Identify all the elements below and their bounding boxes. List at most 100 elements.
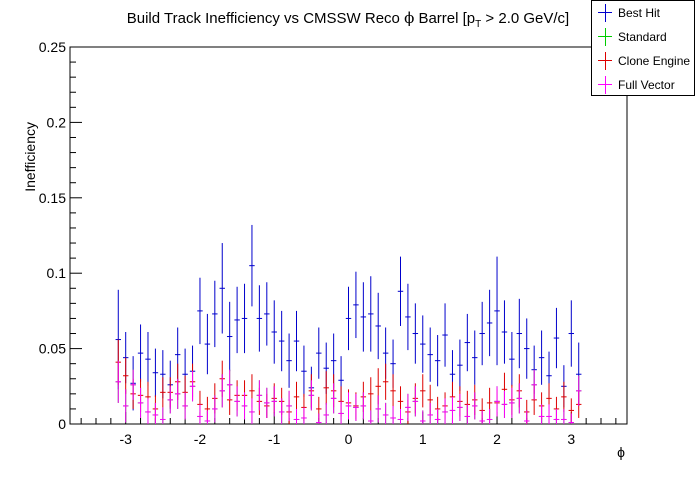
x-tick-label: 1	[419, 431, 427, 447]
legend-label: Standard	[618, 30, 667, 44]
data-point-best-hit	[293, 310, 300, 372]
data-point-full-vector	[553, 408, 560, 424]
data-point-full-vector	[353, 393, 359, 421]
data-point-full-vector	[197, 404, 203, 424]
data-point-best-hit	[457, 339, 463, 391]
data-point-full-vector	[189, 371, 196, 402]
legend-marker-icon	[598, 49, 612, 73]
x-tick-label: 0	[345, 431, 353, 447]
axes: 0 0.05 0.1 0.15 0.2 0.25 -3 -2 -1 0 1 2 3	[39, 39, 617, 447]
data-point-full-vector	[531, 369, 537, 400]
data-point-best-hit	[145, 332, 151, 387]
data-point-best-hit	[204, 313, 211, 375]
data-point-full-vector	[546, 404, 552, 424]
data-point-best-hit	[368, 276, 374, 352]
data-point-full-vector	[241, 392, 248, 420]
y-tick-label: 0.05	[39, 341, 66, 357]
x-axis-label: ϕ	[617, 444, 625, 460]
data-point-full-vector	[293, 408, 300, 424]
data-point-full-vector	[494, 386, 500, 417]
data-point-best-hit	[479, 301, 485, 366]
x-tick-label: 3	[567, 431, 575, 447]
data-point-best-hit	[345, 286, 352, 351]
data-point-best-hit	[472, 330, 478, 385]
data-point-best-hit	[420, 315, 426, 373]
data-point-full-vector	[301, 407, 307, 424]
plot-frame	[69, 46, 628, 425]
data-point-full-vector	[382, 402, 389, 424]
data-point-full-vector	[442, 398, 448, 424]
data-point-best-hit	[434, 335, 441, 387]
data-point-best-hit	[271, 300, 277, 364]
data-point-best-hit	[286, 333, 292, 388]
data-point-best-hit	[442, 303, 448, 367]
data-point-clone-engine	[420, 374, 426, 408]
data-point-full-vector	[219, 374, 225, 408]
legend-label: Best Hit	[618, 6, 661, 20]
data-point-full-vector	[405, 393, 411, 421]
data-point-full-vector	[330, 383, 337, 414]
legend-marker-icon	[598, 73, 612, 97]
data-point-full-vector	[412, 386, 419, 417]
data-point-full-vector	[516, 383, 523, 414]
legend-label: Full Vector	[618, 78, 675, 92]
data-point-clone-engine	[160, 377, 166, 408]
y-tick-label: 0.25	[39, 39, 66, 55]
data-point-full-vector	[576, 375, 582, 406]
data-point-full-vector	[204, 410, 211, 424]
data-point-best-hit	[397, 256, 404, 326]
data-point-clone-engine	[390, 374, 396, 408]
data-point-clone-engine	[561, 381, 567, 412]
data-point-full-vector	[338, 401, 344, 424]
data-point-best-hit	[516, 298, 523, 369]
data-point-full-vector	[568, 413, 575, 424]
data-point-best-hit	[278, 310, 285, 372]
data-point-best-hit	[137, 324, 144, 382]
legend-item-full-vector: Full Vector	[592, 73, 696, 97]
data-point-full-vector	[486, 408, 493, 424]
data-point-clone-engine	[293, 381, 300, 412]
data-point-best-hit	[494, 256, 500, 366]
data-point-best-hit	[375, 292, 381, 360]
data-point-best-hit	[553, 307, 560, 369]
data-point-best-hit	[152, 348, 159, 397]
data-point-full-vector	[174, 378, 181, 409]
data-point-full-vector	[323, 402, 329, 424]
legend-item-best-hit: Best Hit	[592, 1, 696, 25]
data-point-best-hit	[212, 280, 218, 348]
data-point-full-vector	[212, 395, 218, 423]
data-point-full-vector	[457, 393, 463, 421]
x-tick-label: 2	[493, 431, 501, 447]
data-point-best-hit	[538, 330, 545, 385]
data-point-full-vector	[182, 392, 188, 420]
data-point-full-vector	[479, 410, 485, 424]
data-point-full-vector	[397, 408, 404, 424]
data-point-clone-engine	[368, 377, 374, 411]
x-tick-label: -1	[268, 431, 281, 447]
data-point-full-vector	[271, 386, 277, 417]
data-point-full-vector	[256, 380, 263, 411]
data-point-full-vector	[278, 398, 285, 424]
data-point-best-hit	[316, 327, 322, 379]
data-point-full-vector	[308, 380, 315, 411]
data-point-full-vector	[509, 387, 515, 418]
data-point-best-hit	[501, 300, 508, 364]
data-point-best-hit	[249, 224, 255, 307]
legend-label: Clone Engine	[618, 54, 691, 68]
data-point-full-vector	[249, 398, 255, 424]
data-point-full-vector	[538, 404, 545, 424]
x-tick-label: -2	[194, 431, 207, 447]
data-point-full-vector	[145, 398, 151, 424]
data-point-full-vector	[524, 410, 530, 424]
y-tick-label: 0.2	[47, 114, 67, 130]
data-point-best-hit	[405, 283, 411, 351]
data-point-full-vector	[360, 392, 367, 420]
y-tick-label: 0.15	[39, 190, 66, 206]
data-point-full-vector	[122, 389, 129, 423]
data-point-full-vector	[130, 369, 136, 400]
legend-item-clone-engine: Clone Engine	[592, 49, 696, 73]
data-point-full-vector	[226, 369, 233, 400]
data-point-full-vector	[264, 387, 270, 418]
